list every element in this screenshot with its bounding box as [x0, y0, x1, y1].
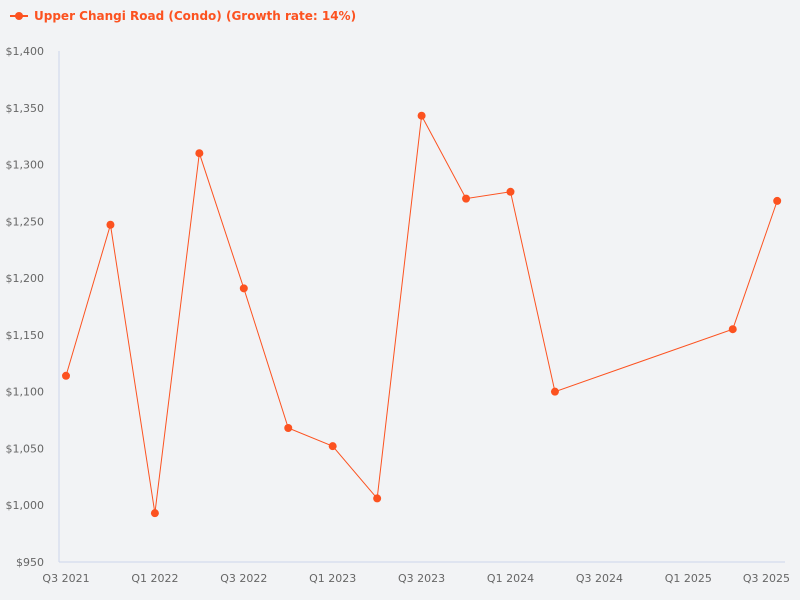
x-tick-label: Q1 2022 [131, 572, 178, 585]
y-tick-label: $1,200 [6, 272, 45, 285]
y-tick-label: $1,150 [6, 329, 45, 342]
legend-item[interactable]: Upper Changi Road (Condo) (Growth rate: … [10, 9, 356, 23]
y-tick-label: $1,350 [6, 102, 45, 115]
data-point [417, 111, 426, 120]
y-tick-label: $1,000 [6, 499, 45, 512]
x-tick-label: Q1 2025 [665, 572, 712, 585]
y-tick-label: $1,100 [6, 386, 45, 399]
data-point [328, 442, 337, 451]
x-tick-label: Q3 2023 [398, 572, 445, 585]
x-tick-label: Q1 2024 [487, 572, 534, 585]
series-line [65, 114, 778, 514]
data-point [239, 284, 248, 293]
y-tick-label: $1,250 [6, 215, 45, 228]
legend-line-marker-icon [10, 12, 28, 20]
data-point [462, 194, 471, 203]
data-point [373, 494, 382, 503]
y-tick-label: $1,400 [6, 45, 45, 58]
data-point [150, 509, 159, 518]
x-tick-label: Q3 2025 [743, 572, 790, 585]
legend-label: Upper Changi Road (Condo) (Growth rate: … [34, 9, 357, 23]
y-tick-label: $1,050 [6, 442, 45, 455]
x-tick-label: Q1 2023 [309, 572, 356, 585]
data-point [728, 325, 737, 334]
data-point [773, 196, 782, 205]
data-point [506, 187, 515, 196]
y-tick-label: $1,300 [6, 159, 45, 172]
data-point [284, 424, 293, 433]
data-point [550, 387, 559, 396]
x-tick-label: Q3 2021 [42, 572, 89, 585]
data-point [106, 220, 115, 229]
data-point [195, 149, 204, 158]
data-point [62, 371, 70, 380]
x-tick-label: Q3 2022 [220, 572, 267, 585]
x-tick-label: Q3 2024 [576, 572, 623, 585]
legend-hit[interactable] [10, 9, 320, 27]
y-tick-label: $950 [16, 556, 44, 569]
